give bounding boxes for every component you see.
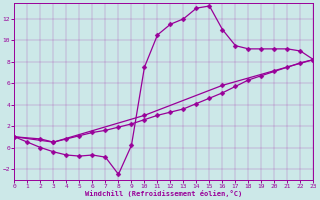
X-axis label: Windchill (Refroidissement éolien,°C): Windchill (Refroidissement éolien,°C) <box>85 190 243 197</box>
